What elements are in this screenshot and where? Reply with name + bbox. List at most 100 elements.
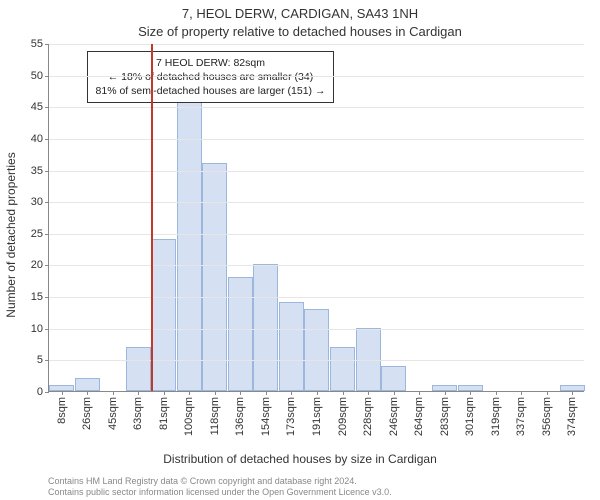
xtick-label: 154sqm (260, 397, 272, 436)
ytick-label: 50 (31, 70, 43, 82)
histogram-bar (228, 277, 253, 391)
chart-title-sub: Size of property relative to detached ho… (0, 24, 600, 39)
xtick-label: 191sqm (311, 397, 323, 436)
ytick-mark (45, 329, 49, 330)
ytick-mark (45, 297, 49, 298)
histogram-bar (304, 309, 329, 391)
xtick-mark (445, 391, 446, 395)
footer-attribution: Contains HM Land Registry data © Crown c… (48, 476, 590, 499)
xtick-mark (266, 391, 267, 395)
gridline-h (49, 76, 584, 77)
xtick-mark (419, 391, 420, 395)
gridline-h (49, 329, 584, 330)
gridline-h (49, 44, 584, 45)
ytick-label: 10 (31, 323, 43, 335)
xtick-label: 301sqm (464, 397, 476, 436)
xtick-mark (164, 391, 165, 395)
xtick-mark (87, 391, 88, 395)
ytick-label: 30 (31, 196, 43, 208)
ytick-label: 5 (37, 354, 43, 366)
xtick-mark (113, 391, 114, 395)
ytick-label: 15 (31, 291, 43, 303)
xtick-label: 283sqm (439, 397, 451, 436)
xtick-mark (470, 391, 471, 395)
ytick-mark (45, 234, 49, 235)
xtick-label: 337sqm (515, 397, 527, 436)
xtick-mark (62, 391, 63, 395)
xtick-label: 45sqm (107, 397, 119, 430)
ytick-label: 35 (31, 165, 43, 177)
xtick-label: 356sqm (541, 397, 553, 436)
ytick-label: 25 (31, 228, 43, 240)
ytick-label: 20 (31, 259, 43, 271)
chart-container: 7, HEOL DERW, CARDIGAN, SA43 1NH Size of… (0, 0, 600, 500)
ytick-mark (45, 360, 49, 361)
xtick-mark (572, 391, 573, 395)
ytick-label: 0 (37, 386, 43, 398)
gridline-h (49, 297, 584, 298)
histogram-bar (381, 366, 406, 391)
xtick-label: 173sqm (285, 397, 297, 436)
gridline-h (49, 139, 584, 140)
plot-area: 7 HEOL DERW: 82sqm ← 18% of detached hou… (48, 44, 584, 392)
histogram-bar (356, 328, 381, 391)
histogram-bar (177, 100, 202, 391)
reference-line (151, 44, 153, 391)
ytick-label: 55 (31, 38, 43, 50)
xtick-label: 374sqm (566, 397, 578, 436)
xtick-mark (189, 391, 190, 395)
xtick-label: 136sqm (234, 397, 246, 436)
ytick-mark (45, 392, 49, 393)
gridline-h (49, 171, 584, 172)
ytick-label: 40 (31, 133, 43, 145)
ytick-mark (45, 202, 49, 203)
xtick-mark (343, 391, 344, 395)
xtick-label: 26sqm (81, 397, 93, 430)
xtick-label: 81sqm (158, 397, 170, 430)
footer-line-1: Contains HM Land Registry data © Crown c… (48, 476, 590, 487)
annotation-box: 7 HEOL DERW: 82sqm ← 18% of detached hou… (87, 51, 335, 104)
ytick-mark (45, 265, 49, 266)
gridline-h (49, 265, 584, 266)
ytick-mark (45, 107, 49, 108)
ytick-label: 45 (31, 101, 43, 113)
ytick-mark (45, 44, 49, 45)
histogram-bar (75, 378, 100, 391)
xtick-mark (138, 391, 139, 395)
xtick-mark (394, 391, 395, 395)
histogram-bar (126, 347, 151, 391)
xtick-label: 100sqm (183, 397, 195, 436)
xtick-label: 228sqm (362, 397, 374, 436)
xtick-label: 209sqm (337, 397, 349, 436)
ytick-mark (45, 171, 49, 172)
xtick-label: 246sqm (388, 397, 400, 436)
xtick-mark (240, 391, 241, 395)
xtick-mark (368, 391, 369, 395)
gridline-h (49, 107, 584, 108)
annotation-line-2: ← 18% of detached houses are smaller (34… (96, 70, 326, 84)
footer-line-2: Contains public sector information licen… (48, 487, 590, 498)
xtick-label: 319sqm (490, 397, 502, 436)
histogram-bar (151, 239, 176, 391)
gridline-h (49, 234, 584, 235)
xtick-mark (521, 391, 522, 395)
xtick-label: 264sqm (413, 397, 425, 436)
xtick-mark (291, 391, 292, 395)
histogram-bar (279, 302, 304, 391)
xtick-label: 63sqm (132, 397, 144, 430)
xtick-mark (547, 391, 548, 395)
xtick-mark (317, 391, 318, 395)
histogram-bar (202, 163, 227, 391)
ytick-mark (45, 139, 49, 140)
histogram-bar (330, 347, 355, 391)
xtick-label: 8sqm (56, 397, 68, 424)
xtick-label: 118sqm (209, 397, 221, 435)
gridline-h (49, 360, 584, 361)
chart-title-main: 7, HEOL DERW, CARDIGAN, SA43 1NH (0, 6, 600, 21)
xtick-mark (496, 391, 497, 395)
annotation-line-3: 81% of semi-detached houses are larger (… (96, 84, 326, 98)
gridline-h (49, 202, 584, 203)
x-axis-label: Distribution of detached houses by size … (0, 452, 600, 466)
annotation-line-1: 7 HEOL DERW: 82sqm (96, 56, 326, 70)
ytick-mark (45, 76, 49, 77)
